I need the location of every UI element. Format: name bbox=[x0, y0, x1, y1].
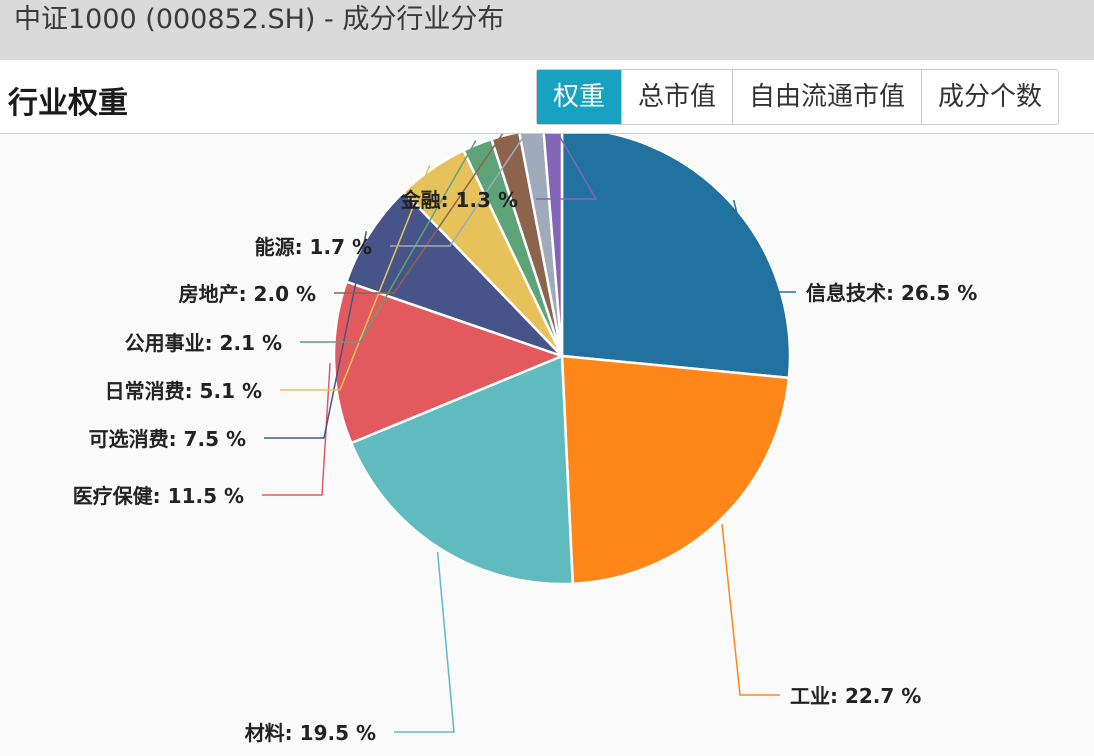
tab-free-float-market-cap[interactable]: 自由流通市值 bbox=[732, 70, 921, 124]
tab-weight[interactable]: 权重 bbox=[537, 70, 622, 124]
slice-7-wedge[interactable] bbox=[489, 134, 564, 357]
slice-4-leader-line bbox=[264, 231, 368, 439]
window-title: 中证1000 (000852.SH) - 成分行业分布 bbox=[0, 0, 1094, 60]
tab-total-market-cap[interactable]: 总市值 bbox=[621, 70, 732, 124]
slice-2-label: 材料: 19.5 % bbox=[245, 721, 376, 745]
slice-9-leader-line bbox=[536, 134, 598, 200]
slice-2-wedge[interactable] bbox=[349, 354, 575, 586]
chart-area: 信息技术: 26.5 % 工业: 22.7 % 材料: 19.5 % 医疗保健: 11… bbox=[0, 134, 1094, 756]
slice-1-wedge[interactable] bbox=[560, 354, 791, 586]
pie-chart: 信息技术: 26.5 % 工业: 22.7 % 材料: 19.5 % 医疗保健: 11… bbox=[73, 134, 977, 745]
slice-6-label: 公用事业: 2.1 % bbox=[125, 331, 282, 355]
slice-0-label: 信息技术: 26.5 % bbox=[806, 281, 977, 305]
slice-5-leader-line bbox=[280, 165, 431, 391]
slice-1-leader-line bbox=[721, 523, 780, 696]
slice-8-label: 能源: 1.7 % bbox=[255, 235, 372, 259]
slice-5-label: 日常消费: 5.1 % bbox=[105, 379, 262, 403]
slice-3-leader-line bbox=[262, 362, 331, 496]
slice-3-label: 医疗保健: 11.5 % bbox=[73, 484, 244, 508]
slice-4-label: 可选消费: 7.5 % bbox=[89, 427, 246, 451]
slice-0-leader-line bbox=[732, 199, 796, 293]
slice-2-leader-line bbox=[394, 551, 455, 733]
slice-9-label: 金融: 1.3 % bbox=[400, 188, 518, 212]
header-bar: 行业权重 权重 总市值 自由流通市值 成分个数 bbox=[0, 60, 1094, 134]
slice-6-leader-line bbox=[300, 140, 477, 343]
slice-7-label: 房地产: 2.0 % bbox=[179, 282, 316, 306]
slice-9-wedge[interactable] bbox=[542, 134, 564, 357]
slice-0-wedge[interactable] bbox=[560, 134, 792, 380]
slice-1-label: 工业: 22.7 % bbox=[790, 684, 921, 708]
slice-4-wedge[interactable] bbox=[344, 190, 563, 358]
tab-constituent-count[interactable]: 成分个数 bbox=[921, 70, 1058, 124]
slice-8-wedge[interactable] bbox=[518, 134, 564, 357]
tab-group: 权重 总市值 自由流通市值 成分个数 bbox=[536, 69, 1060, 125]
slice-7-leader-line bbox=[334, 134, 504, 294]
slice-8-leader-line bbox=[390, 134, 527, 247]
section-title: 行业权重 bbox=[8, 86, 128, 121]
